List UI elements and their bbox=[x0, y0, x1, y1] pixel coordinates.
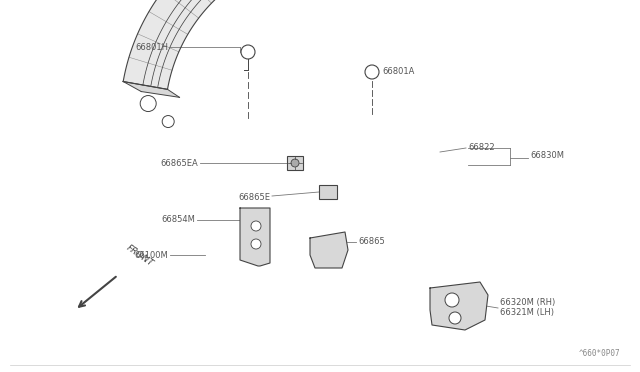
Polygon shape bbox=[123, 0, 316, 89]
Text: FRONT: FRONT bbox=[125, 243, 156, 268]
Polygon shape bbox=[123, 81, 179, 97]
Text: 66320M (RH): 66320M (RH) bbox=[500, 298, 556, 308]
Text: 66865E: 66865E bbox=[238, 193, 270, 202]
Text: 66822: 66822 bbox=[468, 144, 495, 153]
Text: 66801A: 66801A bbox=[382, 67, 414, 77]
Text: 66854M: 66854M bbox=[161, 215, 195, 224]
Text: 66865EA: 66865EA bbox=[160, 158, 198, 167]
Text: 66100M: 66100M bbox=[134, 250, 168, 260]
Polygon shape bbox=[310, 232, 348, 268]
Circle shape bbox=[251, 221, 261, 231]
Circle shape bbox=[449, 312, 461, 324]
Circle shape bbox=[251, 239, 261, 249]
Circle shape bbox=[162, 116, 174, 128]
Text: 66801H: 66801H bbox=[135, 42, 168, 51]
Polygon shape bbox=[240, 208, 270, 266]
Text: 66830M: 66830M bbox=[530, 151, 564, 160]
Circle shape bbox=[241, 45, 255, 59]
Text: 66321M (LH): 66321M (LH) bbox=[500, 308, 554, 317]
Polygon shape bbox=[430, 282, 488, 330]
Circle shape bbox=[291, 159, 299, 167]
FancyBboxPatch shape bbox=[287, 156, 303, 170]
Text: ^660*0P07: ^660*0P07 bbox=[579, 349, 620, 358]
Text: 66865: 66865 bbox=[358, 237, 385, 247]
Circle shape bbox=[365, 65, 379, 79]
Circle shape bbox=[140, 96, 156, 112]
FancyBboxPatch shape bbox=[319, 185, 337, 199]
Circle shape bbox=[445, 293, 459, 307]
